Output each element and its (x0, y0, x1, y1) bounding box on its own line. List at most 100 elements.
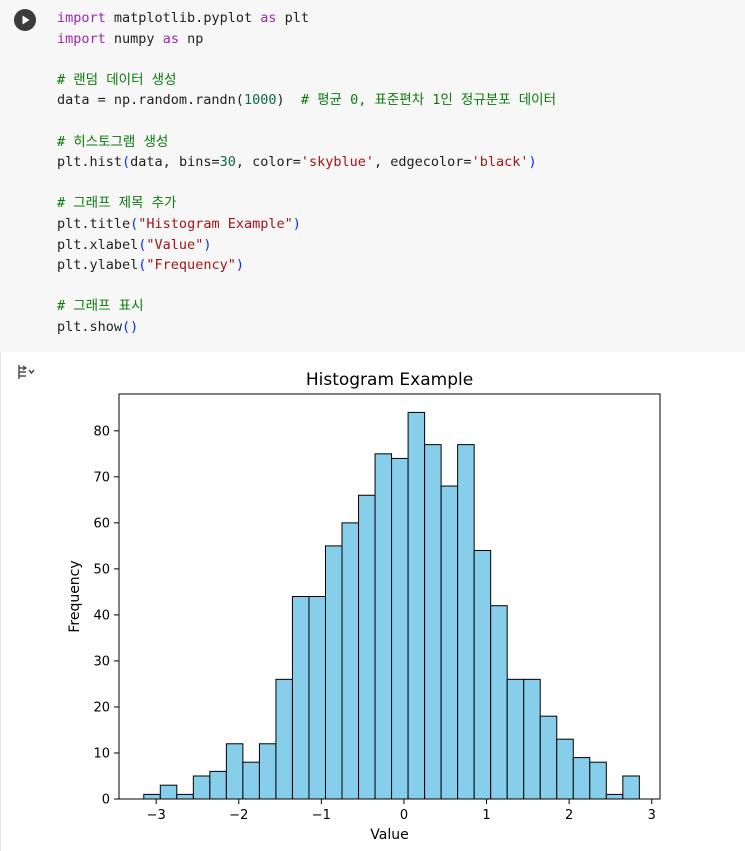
code-cell[interactable]: import matplotlib.pyplot as plt import nu… (0, 0, 745, 352)
code-line[interactable]: plt.hist(data, bins=30, color='skyblue',… (57, 152, 556, 173)
histogram-bar (572, 757, 591, 800)
histogram-bar (506, 678, 525, 800)
x-tick-label: 1 (482, 808, 490, 823)
histogram-bar (605, 793, 624, 800)
code-token: ( (130, 215, 139, 232)
run-cell-button[interactable] (14, 9, 36, 31)
code-token: 30 (219, 154, 236, 171)
histogram-bar (143, 793, 161, 800)
code-token: # 히스토그램 생성 (57, 133, 169, 150)
y-tick-label: 20 (93, 700, 110, 715)
x-tick-label: 3 (648, 808, 656, 823)
histogram-chart: −3 −2 −1 0 1 2 3 0 10 20 30 40 50 60 70 80 Histogram E… (67, 370, 661, 843)
code-token: data = np.random.randn( (57, 92, 244, 109)
code-token: plt.xlabel (57, 236, 139, 253)
code-token: as (162, 30, 179, 47)
histogram-bar (358, 494, 376, 800)
code-token: "Frequency" (146, 257, 236, 274)
code-token: ) (528, 154, 537, 171)
y-tick-label: 10 (93, 746, 110, 761)
code-token: ) (292, 215, 301, 232)
code-line[interactable]: # 히스토그램 생성 (57, 132, 556, 153)
code-token: as (260, 10, 277, 26)
cell-gutter-line (0, 0, 1, 851)
histogram-bar (391, 457, 409, 800)
play-icon (22, 15, 30, 25)
code-line[interactable]: plt.ylabel("Frequency") (57, 255, 556, 276)
code-token: ( (122, 154, 131, 171)
histogram-bar (192, 775, 211, 800)
histogram-bar (176, 793, 194, 800)
histogram-bar (341, 522, 360, 800)
x-tick-label: 0 (400, 808, 408, 823)
histogram-bar (424, 444, 442, 800)
histogram-bar (291, 596, 310, 800)
histogram-bar (539, 715, 558, 800)
code-token: ) (276, 92, 301, 109)
code-line[interactable]: plt.show() (57, 317, 556, 338)
histogram-bar (258, 743, 277, 800)
histogram-bar (324, 545, 343, 800)
code-editor[interactable]: import matplotlib.pyplot as plt import nu… (57, 8, 556, 338)
y-tick-label: 40 (93, 608, 110, 623)
code-token: plt (276, 10, 309, 26)
code-token: np (178, 30, 204, 47)
code-token: import (57, 30, 106, 47)
code-token: "Histogram Example" (138, 215, 293, 232)
code-token: ( (138, 257, 147, 274)
axes-frame (118, 393, 661, 800)
x-axis-label: Value (370, 827, 408, 843)
code-line[interactable]: # 랜덤 데이터 생성 (57, 70, 556, 91)
histogram-bar (490, 605, 508, 800)
code-token: , edgecolor= (374, 154, 472, 171)
code-line[interactable]: plt.xlabel("Value") (57, 235, 556, 256)
histogram-bar (622, 775, 640, 800)
code-line[interactable]: import matplotlib.pyplot as plt (57, 8, 556, 29)
histogram-bar (374, 453, 393, 800)
code-line[interactable] (57, 111, 556, 132)
y-tick-label: 50 (93, 562, 110, 577)
code-token: 'black' (471, 154, 529, 171)
code-token: matplotlib.pyplot (105, 10, 261, 26)
code-token: 'skyblue' (300, 154, 375, 171)
code-line[interactable]: # 그래프 표시 (57, 296, 556, 317)
code-token: plt.show (57, 318, 123, 335)
code-token: plt.hist (57, 154, 123, 171)
code-token: data, bins= (130, 154, 220, 171)
histogram-bar (440, 485, 459, 800)
code-line[interactable]: data = np.random.randn(1000) # 평균 0, 표준편… (57, 90, 556, 111)
histogram-bar (209, 770, 227, 800)
x-tick-label: 2 (565, 808, 573, 823)
code-line[interactable]: # 그래프 제목 추가 (57, 193, 556, 214)
code-token: 1000 (243, 92, 277, 109)
code-token: plt.ylabel (57, 257, 139, 274)
code-token: # 랜덤 데이터 생성 (57, 71, 177, 88)
histogram-bar (556, 738, 574, 800)
y-tick-label: 60 (93, 516, 110, 531)
code-line[interactable] (57, 49, 556, 70)
code-token: numpy (105, 30, 163, 47)
y-tick-label: 70 (93, 470, 110, 485)
code-token: # 평균 0, 표준편차 1인 정규분포 데이터 (300, 92, 557, 109)
code-line[interactable] (57, 276, 556, 297)
code-line[interactable] (57, 173, 556, 194)
histogram-bar (225, 743, 244, 800)
code-token: , color= (235, 154, 301, 171)
histogram-bar (473, 549, 492, 800)
histogram-bar (242, 761, 260, 800)
code-token: ( (138, 236, 147, 253)
y-tick-label: 0 (102, 793, 110, 808)
x-tick-label: −2 (229, 808, 248, 823)
y-tick-label: 80 (93, 424, 110, 439)
histogram-bar (275, 678, 293, 800)
code-line[interactable]: import numpy as np (57, 29, 556, 50)
histogram-bar (308, 596, 326, 800)
output-toggle-icon[interactable] (16, 362, 36, 382)
chart-title: Histogram Example (306, 370, 473, 390)
code-token: ) (235, 257, 244, 274)
x-tick-label: −1 (312, 808, 331, 823)
x-tick-label: −3 (147, 808, 166, 823)
code-line[interactable]: plt.title("Histogram Example") (57, 214, 556, 235)
histogram-bar (457, 444, 475, 800)
y-axis-label: Frequency (67, 560, 83, 632)
